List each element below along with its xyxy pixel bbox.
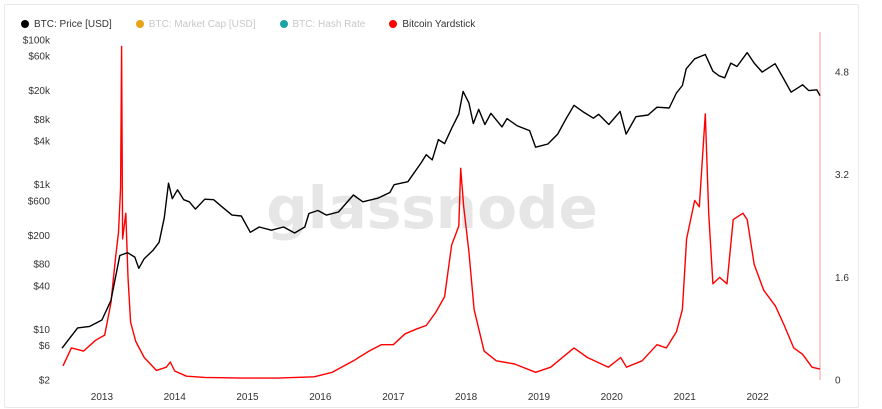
legend-dot-icon — [135, 20, 144, 28]
y-left-tick-label: $40 — [33, 281, 50, 292]
x-tick-label: 2022 — [746, 392, 769, 403]
x-tick-label: 2017 — [382, 392, 405, 403]
yardstick-series-line — [62, 45, 821, 379]
series-layer — [61, 45, 821, 379]
x-tick-label: 2019 — [528, 392, 551, 403]
y-left-tick-label: $600 — [28, 196, 51, 207]
legend-item-market-cap[interactable]: BTC: Market Cap [USD] — [135, 18, 256, 30]
x-tick-label: 2013 — [91, 392, 114, 403]
y-right-tick-label: 3.2 — [835, 170, 849, 181]
y-right-tick-label: 4.8 — [835, 68, 849, 79]
y-left-tick-label: $10 — [33, 325, 50, 336]
legend-dot-icon — [21, 20, 29, 28]
y-left-tick-label: $20k — [28, 86, 51, 97]
axes: 2013 2014 2015 2016 2017 2018 2019 2020 2021 2022… — [23, 32, 849, 403]
legend: BTC: Price [USD] BTC: Market Cap [USD] B… — [21, 16, 499, 32]
legend-label: BTC: Hash Rate — [292, 18, 366, 30]
y-right-tick-label: 0 — [835, 376, 841, 387]
y-left-tick-label: $200 — [28, 231, 51, 242]
y-left-tick-label: $1k — [34, 180, 51, 191]
legend-item-hash-rate[interactable]: BTC: Hash Rate — [279, 18, 366, 30]
y-left-tick-label: $8k — [34, 115, 51, 126]
x-tick-label: 2018 — [455, 392, 478, 403]
legend-label: BTC: Market Cap [USD] — [148, 18, 256, 30]
x-tick-label: 2016 — [309, 392, 332, 403]
legend-item-yardstick[interactable]: Bitcoin Yardstick — [389, 19, 475, 30]
legend-label: BTC: Price [USD] — [34, 18, 112, 30]
chart-frame — [4, 4, 859, 408]
y-left-tick-label: $6 — [39, 341, 51, 352]
y-left-tick-label: $2 — [39, 376, 51, 387]
x-tick-label: 2015 — [236, 392, 259, 403]
legend-label: Bitcoin Yardstick — [402, 18, 476, 30]
legend-item-price[interactable]: BTC: Price [USD] — [21, 19, 112, 30]
y-left-tick-label: $4k — [34, 137, 51, 148]
watermark-logo: glassnode — [266, 174, 598, 242]
x-tick-label: 2020 — [601, 392, 624, 403]
legend-dot-icon — [389, 20, 398, 28]
y-left-tick-label: $60k — [28, 52, 51, 63]
y-left-tick-label: $80 — [33, 260, 50, 271]
x-tick-label: 2014 — [164, 392, 187, 403]
y-right-tick-label: 1.6 — [835, 273, 849, 284]
price-series-line — [61, 51, 821, 349]
y-left-tick-label: $100k — [23, 36, 51, 47]
legend-dot-icon — [279, 20, 288, 28]
x-tick-label: 2021 — [674, 392, 697, 403]
